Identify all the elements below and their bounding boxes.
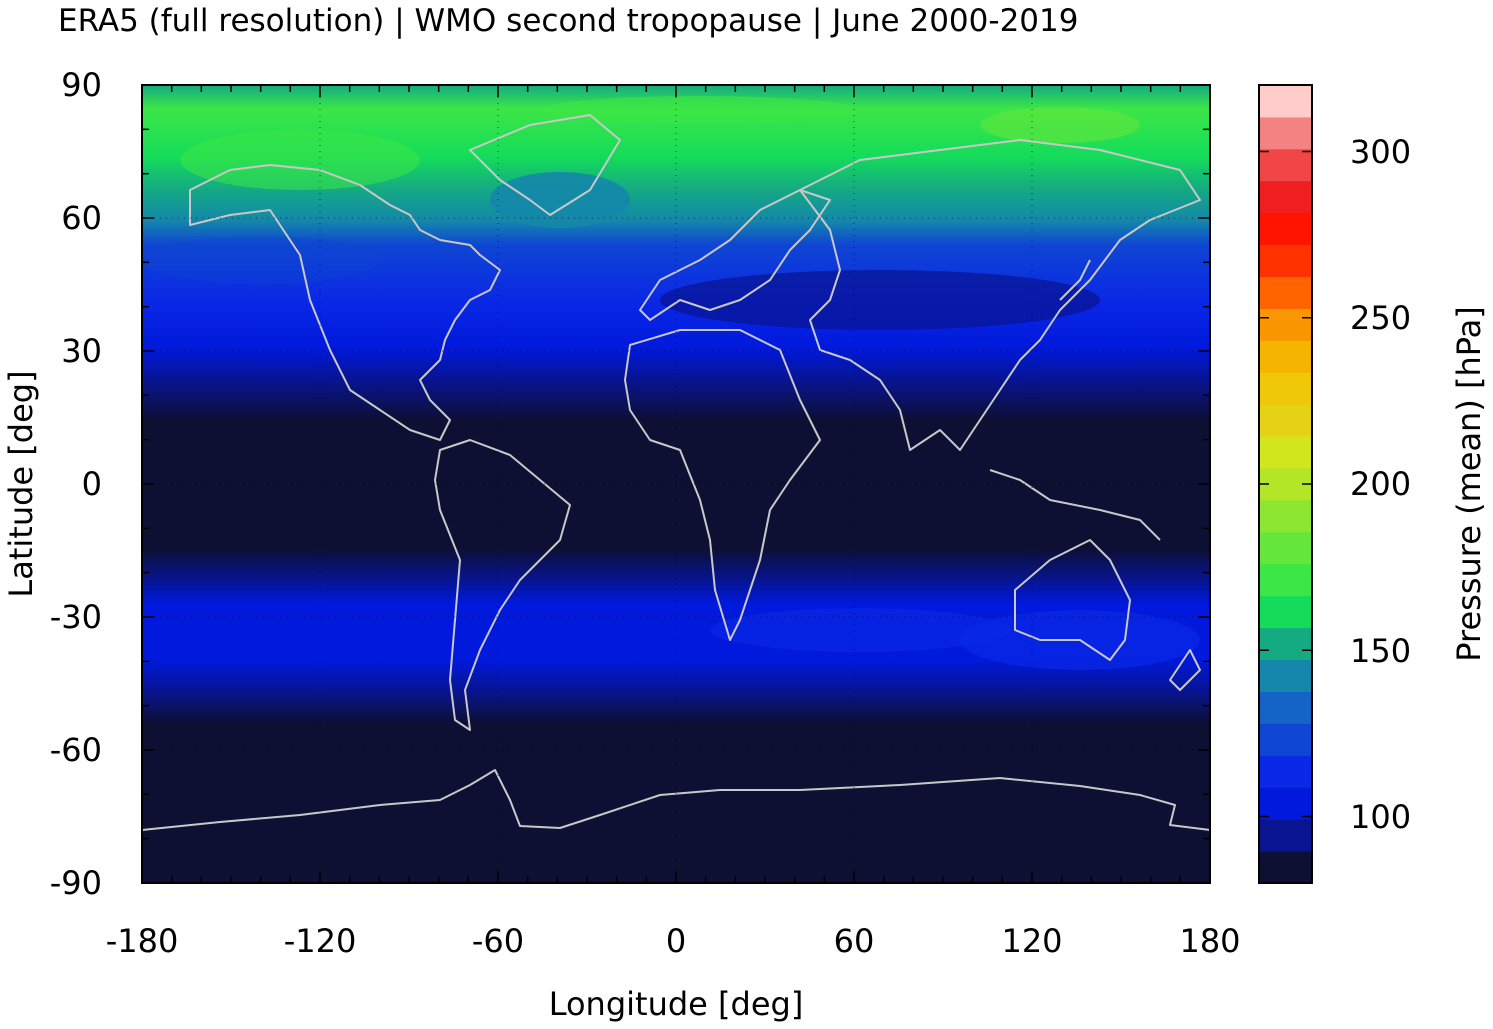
x-tick-label: -180 xyxy=(106,922,179,960)
colorbar-segment xyxy=(1259,308,1312,341)
colorbar-segment xyxy=(1259,531,1312,565)
y-tick-label: 0 xyxy=(82,465,102,503)
colorbar-tick-label: 150 xyxy=(1350,632,1411,670)
colorbar-segment xyxy=(1259,372,1312,405)
colorbar-label: Pressure (mean) [hPa] xyxy=(1450,306,1488,661)
colorbar-segment xyxy=(1259,499,1312,533)
colorbar-segment xyxy=(1259,180,1312,214)
colorbar: 100 150 200 250 300 Pressure (mean) [hPa… xyxy=(1258,84,1488,884)
x-tick-label: 60 xyxy=(834,922,875,960)
y-tick-labels: 90 60 30 0 -30 -60 -90 xyxy=(50,66,102,902)
tick-marks xyxy=(141,84,1211,884)
y-tick-label: 30 xyxy=(61,332,102,370)
colorbar-segment xyxy=(1259,116,1312,150)
colorbar-segment xyxy=(1259,595,1312,629)
colorbar-tick-label: 200 xyxy=(1350,465,1411,503)
colorbar-segment xyxy=(1259,723,1312,756)
x-tick-label: 180 xyxy=(1179,922,1240,960)
x-tick-label: -60 xyxy=(472,922,524,960)
x-tick-label: 120 xyxy=(1001,922,1062,960)
colorbar-segment xyxy=(1259,436,1312,469)
x-axis-label: Longitude [deg] xyxy=(549,985,804,1023)
colorbar-segment xyxy=(1259,819,1312,852)
y-tick-label: 90 xyxy=(61,66,102,104)
colorbar-segment xyxy=(1259,85,1312,118)
colorbar-tick-label: 100 xyxy=(1350,798,1411,836)
colorbar-segment xyxy=(1259,787,1312,820)
y-tick-label: -30 xyxy=(50,598,102,636)
colorbar-tick-label: 300 xyxy=(1350,133,1411,171)
y-tick-label: -90 xyxy=(50,864,102,902)
colorbar-segment xyxy=(1259,755,1312,788)
y-tick-label: -60 xyxy=(50,731,102,769)
colorbar-segments xyxy=(1259,85,1312,884)
colorbar-segment xyxy=(1259,148,1312,182)
chart-title: ERA5 (full resolution) | WMO second trop… xyxy=(58,3,1078,39)
x-tick-label: 0 xyxy=(666,922,686,960)
plot-area xyxy=(141,84,1211,884)
y-tick-label: 60 xyxy=(61,199,102,237)
colorbar-segment xyxy=(1259,563,1312,597)
colorbar-segment xyxy=(1259,212,1312,246)
colorbar-segment xyxy=(1259,659,1312,692)
colorbar-segment xyxy=(1259,340,1312,373)
colorbar-segment xyxy=(1259,691,1312,724)
colorbar-segment xyxy=(1259,244,1312,278)
colorbar-segment xyxy=(1259,276,1312,309)
x-tick-labels: -180 -120 -60 0 60 120 180 xyxy=(106,922,1241,960)
x-tick-label: -120 xyxy=(284,922,357,960)
colorbar-tick-marks xyxy=(1259,150,1312,818)
colorbar-segment xyxy=(1259,851,1312,884)
colorbar-segment xyxy=(1259,404,1312,437)
y-axis-label: Latitude [deg] xyxy=(2,370,40,597)
colorbar-segment xyxy=(1259,627,1312,661)
grid-lines xyxy=(142,85,1210,883)
colorbar-tick-label: 250 xyxy=(1350,299,1411,337)
coastline-overlay xyxy=(141,114,1211,831)
